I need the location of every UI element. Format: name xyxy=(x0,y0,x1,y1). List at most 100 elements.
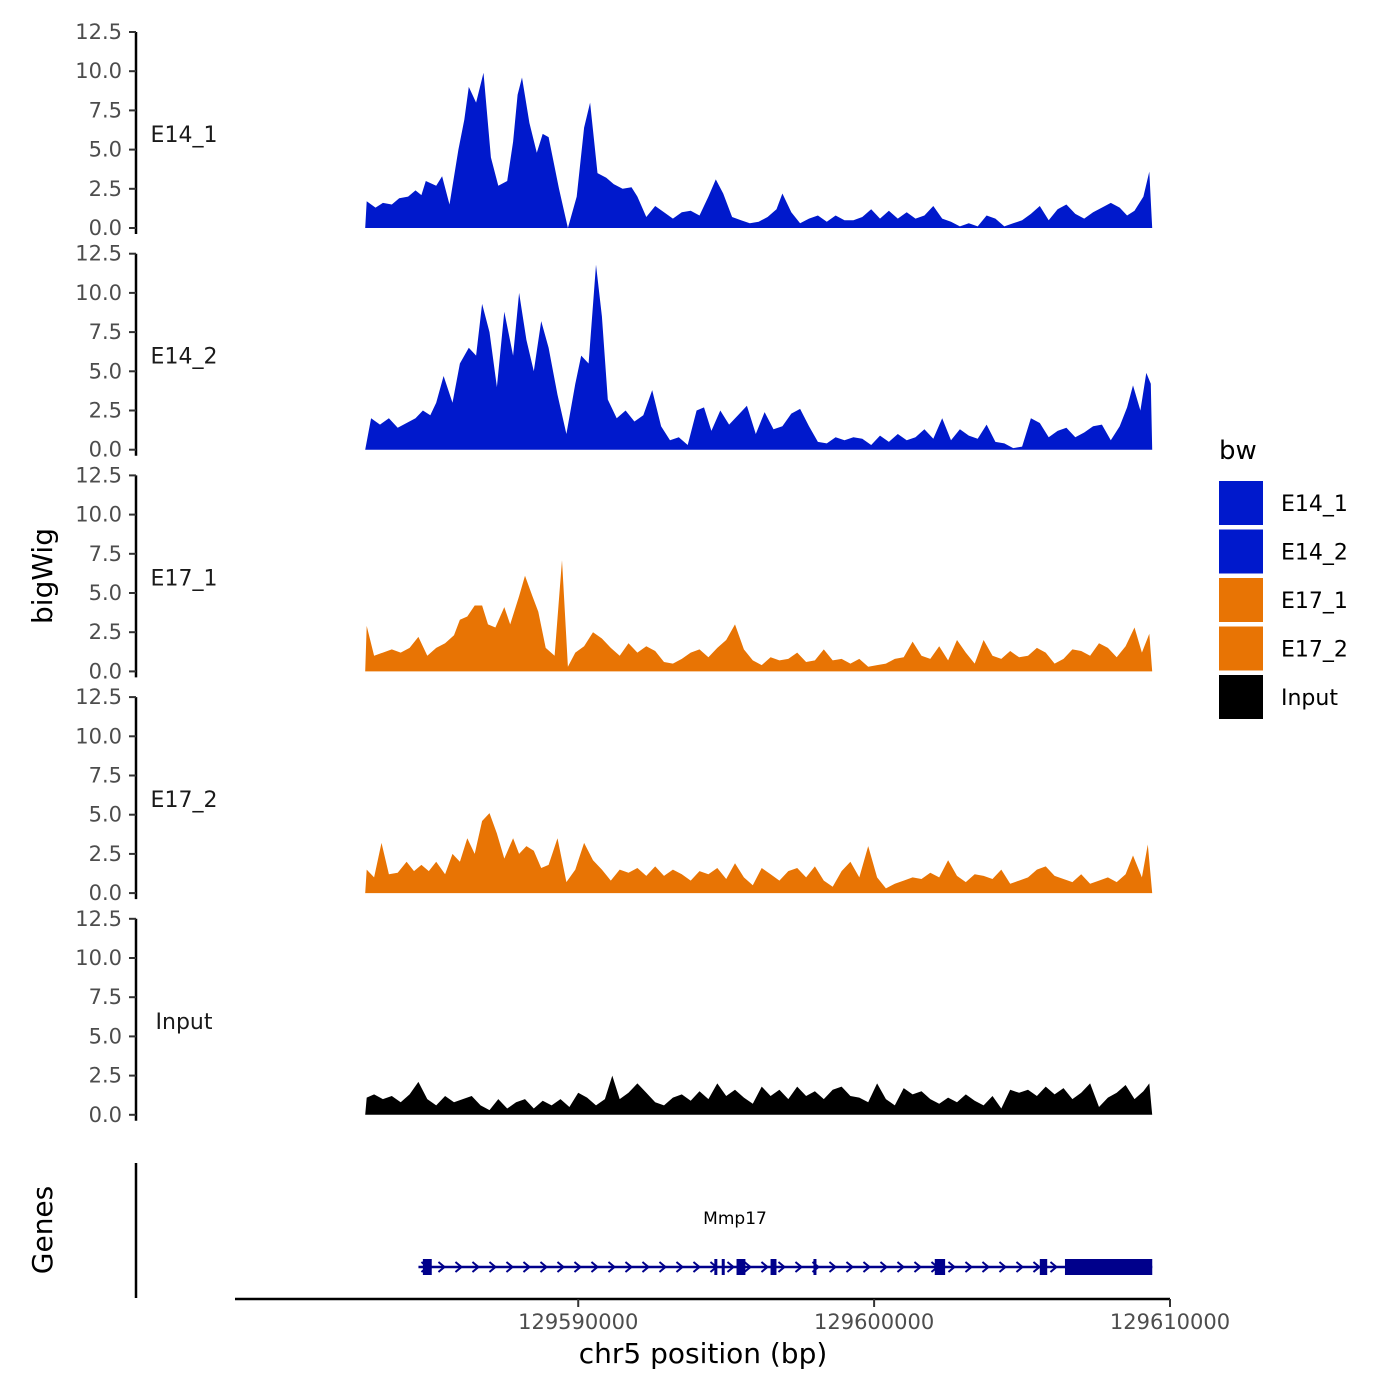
strand-arrow xyxy=(658,1261,668,1273)
gene-name-label: Mmp17 xyxy=(703,1209,767,1229)
legend-item: Input xyxy=(1219,675,1338,719)
y-tick-label: 12.5 xyxy=(75,685,122,709)
legend-label: E17_1 xyxy=(1281,589,1348,614)
legend-label: E14_1 xyxy=(1281,492,1348,517)
coverage-area-E14_1 xyxy=(365,72,1153,228)
gene-exon xyxy=(813,1259,817,1275)
strand-arrow xyxy=(964,1261,974,1273)
legend-items: E14_1 E14_2 E17_1 E17_2 Input xyxy=(1219,481,1348,719)
legend-swatch xyxy=(1219,578,1263,622)
coverage-area-E17_2 xyxy=(365,813,1153,894)
y-tick-label: 0.0 xyxy=(89,659,122,683)
gene-exon xyxy=(422,1259,432,1275)
strand-arrow xyxy=(454,1261,464,1273)
strand-arrow xyxy=(760,1261,770,1273)
y-tick-label: 5.0 xyxy=(89,581,122,605)
strand-arrow xyxy=(998,1261,1008,1273)
x-tick-label: 129590000 xyxy=(518,1310,638,1334)
strand-arrow xyxy=(794,1261,804,1273)
strand-arrow xyxy=(743,1261,753,1273)
strand-arrow xyxy=(590,1261,600,1273)
strand-arrow xyxy=(692,1261,702,1273)
y-tick-label: 0.0 xyxy=(89,438,122,462)
x-axis-ticks: 129590000 129600000 129610000 xyxy=(518,1299,1230,1334)
strand-arrow xyxy=(828,1261,838,1273)
y-tick-label: 2.5 xyxy=(89,620,122,644)
strand-arrow xyxy=(488,1261,498,1273)
y-tick-label: 2.5 xyxy=(89,1064,122,1088)
legend: bw E14_1 E14_2 E17_1 E17_2 Input xyxy=(1219,436,1348,719)
y-tick-label: 10.0 xyxy=(75,503,122,527)
coverage-area-E14_2 xyxy=(365,264,1153,450)
track-E17_2: 0.0 2.5 5.0 7.5 10.0 12.5 E17_2 xyxy=(75,685,1153,905)
y-axis-title: bigWig xyxy=(26,528,59,624)
legend-title: bw xyxy=(1219,436,1257,466)
strand-arrow xyxy=(607,1261,617,1273)
gene-model xyxy=(418,1259,1153,1275)
y-tick-label: 12.5 xyxy=(75,463,122,487)
legend-swatch xyxy=(1219,626,1263,671)
y-tick-label: 7.5 xyxy=(89,764,122,788)
strand-arrow xyxy=(947,1261,957,1273)
strand-arrow xyxy=(981,1261,991,1273)
strand-arrow xyxy=(862,1261,872,1273)
x-tick-label: 129610000 xyxy=(1110,1310,1230,1334)
x-axis: 129590000 129600000 129610000 chr5 positio… xyxy=(235,1297,1230,1370)
strand-arrow xyxy=(641,1261,651,1273)
y-tick-label: 2.5 xyxy=(89,177,122,201)
strand-arrow xyxy=(624,1261,634,1273)
legend-item: E17_1 xyxy=(1219,578,1348,622)
y-tick-label: 7.5 xyxy=(89,320,122,344)
x-tick-label: 129600000 xyxy=(814,1310,934,1334)
track-E14_1: 0.0 2.5 5.0 7.5 10.0 12.5 E14_1 xyxy=(75,20,1153,240)
coverage-area-E17_1 xyxy=(365,560,1153,672)
y-tick-label: 10.0 xyxy=(75,281,122,305)
legend-label: E14_2 xyxy=(1281,541,1348,566)
y-tick-label: 7.5 xyxy=(89,98,122,122)
y-tick-label: 2.5 xyxy=(89,399,122,423)
gene-exon xyxy=(721,1259,725,1275)
strand-arrow xyxy=(726,1261,736,1273)
strand-arrow xyxy=(913,1261,923,1273)
track-E14_2: 0.0 2.5 5.0 7.5 10.0 12.5 E14_2 xyxy=(75,242,1153,462)
y-tick-label: 0.0 xyxy=(89,1103,122,1127)
y-tick-label: 12.5 xyxy=(75,242,122,266)
legend-swatch xyxy=(1219,529,1263,574)
track-label: E14_1 xyxy=(151,123,218,148)
legend-swatch xyxy=(1219,481,1263,525)
legend-label: E17_2 xyxy=(1281,638,1348,663)
track-label: Input xyxy=(156,1010,213,1035)
legend-item: E17_2 xyxy=(1219,626,1348,671)
legend-item: E14_2 xyxy=(1219,529,1348,574)
strand-arrow xyxy=(879,1261,889,1273)
strand-arrow xyxy=(845,1261,855,1273)
track-E17_1: 0.0 2.5 5.0 7.5 10.0 12.5 E17_1 xyxy=(75,463,1153,683)
y-tick-label: 0.0 xyxy=(89,216,122,240)
strand-arrow xyxy=(573,1261,583,1273)
track-label: E14_2 xyxy=(151,345,218,370)
strand-arrow xyxy=(777,1261,787,1273)
gene-exon xyxy=(1039,1259,1048,1275)
gene-exon xyxy=(934,1259,946,1275)
strand-arrow xyxy=(522,1261,532,1273)
coverage-area-Input xyxy=(365,1075,1153,1115)
y-tick-label: 7.5 xyxy=(89,985,122,1009)
strand-arrow xyxy=(505,1261,515,1273)
gene-panel: Genes Mmp17 xyxy=(26,1163,1153,1298)
strand-arrow xyxy=(675,1261,685,1273)
gene-exon xyxy=(714,1259,718,1275)
track-label: E17_2 xyxy=(151,788,218,813)
gene-exon xyxy=(770,1259,777,1275)
coverage-tracks: 0.0 2.5 5.0 7.5 10.0 12.5 E14_1 0.0 2.5 5.0 7.5 10.… xyxy=(75,20,1153,1127)
legend-label: Input xyxy=(1281,686,1338,711)
y-tick-label: 12.5 xyxy=(75,907,122,931)
y-tick-label: 5.0 xyxy=(89,138,122,162)
strand-arrow xyxy=(471,1261,481,1273)
y-tick-label: 10.0 xyxy=(75,724,122,748)
y-tick-label: 10.0 xyxy=(75,946,122,970)
legend-swatch xyxy=(1219,675,1263,719)
strand-arrow xyxy=(556,1261,566,1273)
gene-exon xyxy=(736,1259,746,1275)
gene-exon xyxy=(1064,1259,1153,1275)
